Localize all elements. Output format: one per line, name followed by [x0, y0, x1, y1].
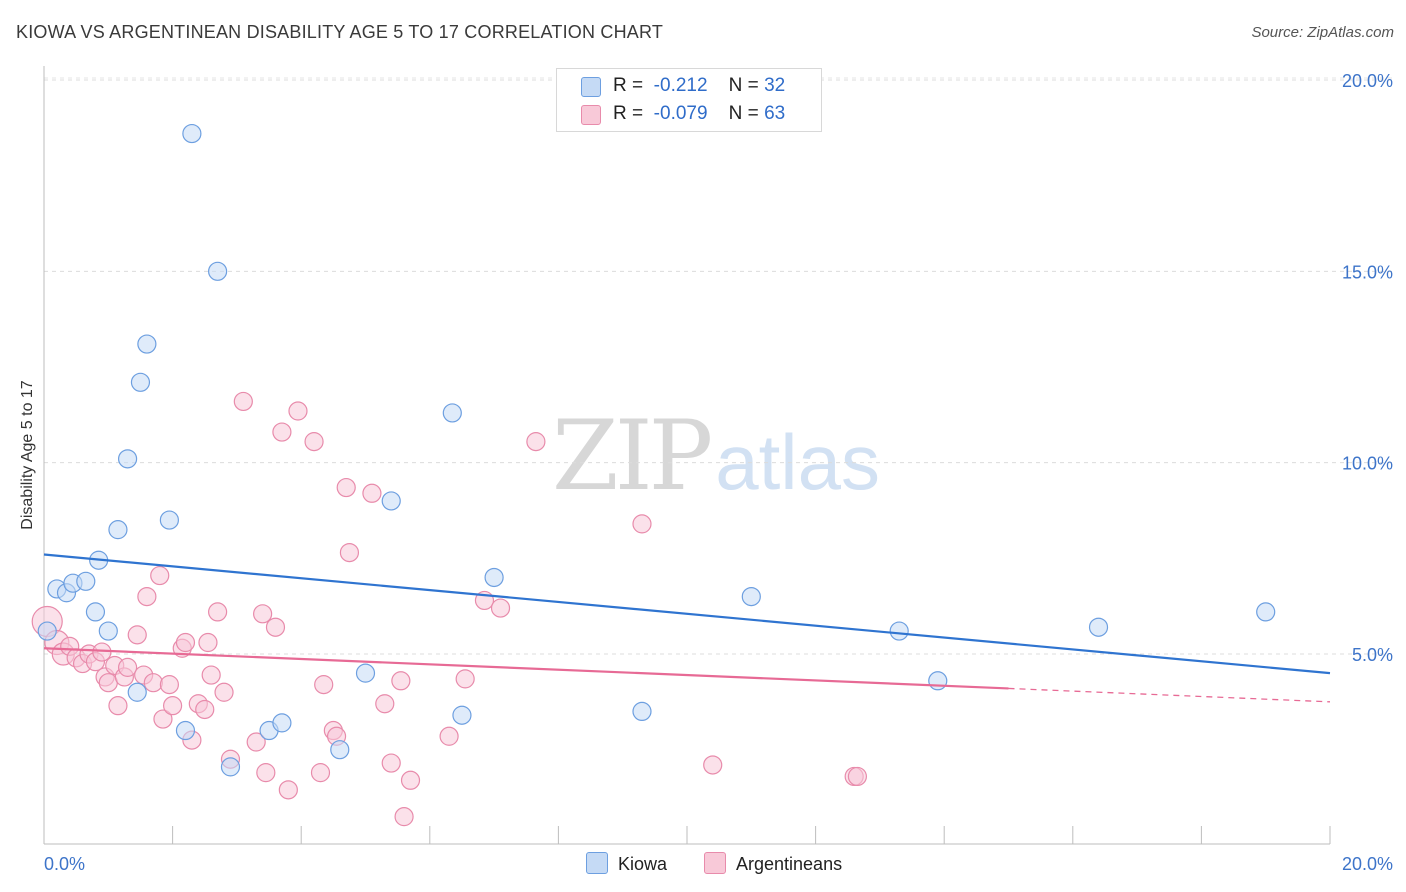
- kiowa-point: [632, 701, 652, 722]
- legend-argentineans-swatch: [704, 852, 726, 874]
- kiowa-swatch: [581, 77, 601, 97]
- argentineans-point: [256, 763, 276, 783]
- argentineans-point: [175, 632, 196, 653]
- kiowa-point: [330, 740, 350, 760]
- kiowa-point: [1256, 602, 1276, 622]
- argentineans-point: [153, 709, 173, 729]
- argentineans-point: [127, 625, 147, 645]
- argentineans-point: [208, 602, 228, 622]
- argentineans-point: [143, 673, 163, 693]
- kiowa-point: [208, 261, 228, 281]
- kiowa-point: [889, 621, 909, 641]
- source-label: Source: ZipAtlas.com: [1251, 24, 1394, 41]
- x-tick-label: 20.0%: [1342, 854, 1393, 874]
- kiowa-point: [37, 621, 57, 641]
- kiowa-point: [76, 571, 96, 591]
- kiowa-point: [928, 671, 948, 691]
- kiowa-point: [381, 491, 401, 511]
- argentineans-point: [137, 586, 157, 607]
- argentineans-point: [439, 726, 459, 746]
- argentineans-point: [272, 422, 292, 442]
- argentineans-point: [246, 732, 266, 752]
- argentineans-point: [117, 657, 138, 677]
- argentineans-point: [278, 780, 298, 800]
- argentineans-point: [391, 671, 411, 691]
- argentineans-point: [304, 432, 324, 452]
- argentineans-point: [198, 632, 218, 653]
- kiowa-point: [1088, 617, 1109, 637]
- argentineans-point: [201, 665, 221, 685]
- argentineans-trend-line-extension: [1008, 687, 1331, 703]
- watermark-atlas: atlas: [715, 418, 880, 506]
- legend-argentineans-label: Argentineans: [736, 854, 843, 874]
- kiowa-point: [98, 621, 118, 641]
- watermark-zip: ZIP: [552, 400, 713, 512]
- argentineans-point: [195, 699, 215, 720]
- argentineans-point: [310, 763, 331, 783]
- y-tick-label: 10.0%: [1342, 454, 1393, 474]
- argentineans-point: [394, 807, 414, 827]
- kiowa-trend-line: [43, 553, 1331, 675]
- argentineans-point: [381, 753, 401, 773]
- argentineans-point: [214, 682, 234, 702]
- argentineans-point: [526, 432, 546, 452]
- y-tick-label: 5.0%: [1352, 645, 1393, 665]
- kiowa-point: [108, 520, 128, 540]
- legend-item-argentineans[interactable]: Argentineans: [704, 852, 842, 875]
- argentineans-point: [632, 514, 652, 534]
- kiowa-stats: R = -0.212 N = 32: [613, 75, 786, 96]
- x-tick-label: 0.0%: [44, 854, 85, 874]
- stats-legend: R = -0.212 N = 32 R = -0.079 N = 63: [556, 68, 822, 132]
- kiowa-point: [127, 682, 147, 702]
- kiowa-point: [442, 403, 462, 423]
- argentineans-swatch: [581, 105, 601, 125]
- argentineans-point: [375, 694, 395, 714]
- legend-kiowa-label: Kiowa: [618, 854, 668, 874]
- argentineans-point: [400, 770, 421, 790]
- y-tick-label: 20.0%: [1342, 71, 1393, 91]
- kiowa-point: [137, 334, 157, 354]
- argentineans-point: [92, 642, 112, 662]
- argentineans-point: [253, 604, 273, 624]
- argentineans-point: [336, 477, 356, 498]
- kiowa-point: [85, 602, 106, 622]
- argentineans-point: [159, 675, 179, 695]
- argentineans-stats: R = -0.079 N = 63: [613, 103, 786, 124]
- argentineans-point: [163, 696, 183, 716]
- argentineans-point: [490, 598, 511, 618]
- kiowa-point: [220, 757, 241, 777]
- argentineans-point: [288, 401, 308, 421]
- kiowa-point: [130, 372, 151, 392]
- argentineans-point: [233, 391, 253, 412]
- kiowa-point: [272, 713, 292, 733]
- argentineans-point: [455, 669, 475, 689]
- argentineans-point: [150, 565, 170, 586]
- argentineans-point: [339, 542, 360, 563]
- kiowa-point: [182, 123, 202, 144]
- argentineans-point: [362, 483, 382, 503]
- kiowa-point: [452, 705, 472, 725]
- argentineans-point: [847, 766, 867, 787]
- argentineans-point: [265, 617, 286, 637]
- kiowa-point: [741, 586, 761, 607]
- argentineans-point: [703, 755, 723, 775]
- kiowa-point: [159, 510, 179, 530]
- kiowa-point: [117, 449, 138, 469]
- argentineans-point: [98, 673, 118, 693]
- chart-title: KIOWA VS ARGENTINEAN DISABILITY AGE 5 TO…: [16, 22, 664, 42]
- kiowa-point: [175, 720, 196, 741]
- legend-kiowa-swatch: [586, 852, 608, 874]
- argentineans-point: [108, 696, 128, 716]
- argentineans-trend-line: [43, 647, 1009, 690]
- kiowa-point: [484, 567, 504, 588]
- legend-item-kiowa[interactable]: Kiowa: [586, 852, 667, 875]
- argentineans-point: [314, 675, 334, 695]
- kiowa-point: [355, 663, 376, 683]
- y-tick-label: 15.0%: [1342, 262, 1393, 282]
- watermark: ZIPatlas: [552, 400, 880, 512]
